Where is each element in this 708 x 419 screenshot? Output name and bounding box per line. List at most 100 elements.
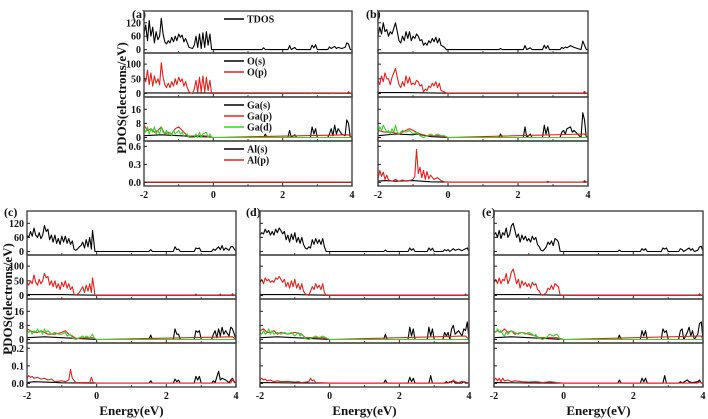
series-tdos bbox=[144, 17, 352, 51]
y-tick-label: 16 bbox=[14, 307, 24, 318]
x-tick-label: -2 bbox=[256, 391, 264, 402]
panel-d: (d) -2 0 2 4 Energy(eV) bbox=[246, 205, 472, 418]
y-tick-label: 120 bbox=[126, 18, 141, 29]
legend-entry: Al(p) bbox=[247, 156, 269, 167]
x-tick-label: 4 bbox=[234, 391, 239, 402]
panel-label: (b) bbox=[366, 7, 381, 21]
panel-a: (a) 0 60 120 TDOS 0 50 100 O(s)O(p) 0 8 16 Ga(s)Ga(p… bbox=[126, 7, 355, 201]
x-tick-label: 0 bbox=[327, 391, 332, 402]
y-tick-label: 16 bbox=[131, 105, 141, 116]
legend-entry: Al(s) bbox=[247, 145, 268, 156]
legend-entry: Ga(s) bbox=[247, 101, 270, 112]
y-axis-title: PDOS(electrons/eV) bbox=[114, 42, 129, 154]
series-tdos bbox=[260, 227, 469, 253]
subpanel-gallium bbox=[259, 298, 470, 344]
series-ga-d bbox=[260, 328, 469, 341]
subpanel-aluminum bbox=[493, 342, 704, 388]
x-tick-label: 2 bbox=[397, 391, 402, 402]
series-o-p bbox=[494, 268, 703, 297]
subpanel-frame bbox=[259, 342, 470, 388]
y-tick-label: 0.0 bbox=[129, 178, 142, 189]
subpanel-gallium bbox=[493, 298, 704, 344]
subpanel-frame bbox=[493, 342, 704, 388]
series-al-p bbox=[378, 148, 588, 183]
subpanel-frame bbox=[259, 254, 470, 300]
y-tick-label: 0 bbox=[19, 291, 24, 302]
x-tick-label: 0 bbox=[561, 391, 566, 402]
x-tick-label: 2 bbox=[631, 391, 636, 402]
subpanel-frame bbox=[493, 210, 704, 256]
x-tick-label: -2 bbox=[374, 190, 382, 201]
subpanel-oxygen bbox=[493, 254, 704, 300]
y-tick-label: 0.6 bbox=[129, 142, 142, 153]
x-axis-title: Energy(eV) bbox=[332, 403, 396, 418]
panel-label: (d) bbox=[246, 205, 261, 219]
subpanel-total: 0 60 120 TDOS bbox=[126, 10, 353, 56]
legend-entry: Ga(d) bbox=[247, 123, 272, 134]
x-tick-label: 2 bbox=[516, 190, 521, 201]
series-o-p bbox=[27, 272, 236, 297]
y-tick-label: 0 bbox=[19, 335, 24, 346]
panels-root: (a) 0 60 120 TDOS 0 50 100 O(s)O(p) 0 8 16 Ga(s)Ga(p… bbox=[0, 7, 706, 418]
x-tick-label: 4 bbox=[350, 190, 355, 201]
subpanel-frame bbox=[377, 52, 589, 98]
series-tdos bbox=[494, 222, 703, 253]
panel-c: (c) 0 60 120 0 50 100 0 8 16 0.0 0.1 0.2 -2 0 2 4 Energy(… bbox=[4, 205, 239, 418]
series-o-p bbox=[260, 275, 469, 297]
subpanel-total: 0 60 120 bbox=[9, 210, 237, 258]
series-ga-p bbox=[260, 328, 469, 341]
subpanel-oxygen bbox=[377, 52, 589, 98]
x-axis-title: Energy(eV) bbox=[99, 403, 163, 418]
x-tick-label: 0 bbox=[446, 190, 451, 201]
x-tick-label: 4 bbox=[467, 391, 472, 402]
panel-label: (a) bbox=[132, 7, 146, 21]
subpanel-total bbox=[259, 210, 470, 256]
x-tick-label: 2 bbox=[280, 190, 285, 201]
y-tick-label: 120 bbox=[9, 219, 24, 230]
subpanel-gallium: 0 8 16 bbox=[14, 298, 237, 346]
series-al-s bbox=[494, 375, 703, 384]
series-al-p bbox=[260, 377, 469, 384]
series-ga-d bbox=[144, 126, 352, 139]
subpanel-frame bbox=[26, 210, 237, 256]
y-tick-label: 8 bbox=[19, 321, 24, 332]
subpanel-frame bbox=[259, 210, 470, 256]
subpanel-oxygen: 0 50 100 O(s)O(p) bbox=[126, 52, 353, 100]
legend-entry: O(s) bbox=[247, 57, 265, 68]
y-tick-label: 0.2 bbox=[12, 344, 25, 355]
panel-label: (e) bbox=[482, 205, 495, 219]
x-tick-label: 4 bbox=[586, 190, 591, 201]
y-tick-label: 100 bbox=[9, 262, 24, 273]
subpanel-frame bbox=[26, 254, 237, 300]
subpanel-total bbox=[493, 210, 704, 256]
series-ga-d bbox=[27, 328, 236, 341]
subpanel-gallium: 0 8 16 Ga(s)Ga(p)Ga(d) bbox=[131, 96, 353, 144]
y-tick-label: 0 bbox=[136, 89, 141, 100]
x-tick-label: -2 bbox=[23, 391, 31, 402]
x-tick-label: 0 bbox=[94, 391, 99, 402]
series-ga-d bbox=[494, 328, 703, 341]
legend-entry: TDOS bbox=[247, 15, 275, 26]
subpanel-aluminum bbox=[259, 342, 470, 388]
y-tick-label: 0 bbox=[136, 133, 141, 144]
subpanel-oxygen bbox=[259, 254, 470, 300]
x-tick-label: 0 bbox=[211, 190, 216, 201]
x-tick-label: -2 bbox=[140, 190, 148, 201]
panel-e: (e) -2 0 2 4 Energy(eV) bbox=[482, 205, 706, 418]
y-axis-title: PDOS(electrons/eV) bbox=[0, 243, 15, 355]
series-al-p bbox=[494, 377, 703, 384]
legend-entry: Ga(p) bbox=[247, 112, 272, 123]
y-tick-label: 100 bbox=[126, 60, 141, 71]
y-tick-label: 50 bbox=[14, 276, 24, 287]
panel-b: (b) -2 0 2 4 bbox=[366, 7, 591, 201]
y-tick-label: 60 bbox=[131, 32, 141, 43]
subpanel-frame bbox=[493, 254, 704, 300]
subpanel-total bbox=[377, 10, 589, 54]
subpanel-gallium bbox=[377, 96, 589, 142]
x-tick-label: 4 bbox=[701, 391, 706, 402]
y-tick-label: 0 bbox=[19, 247, 24, 258]
legend-entry: O(p) bbox=[247, 68, 267, 79]
y-tick-label: 0.0 bbox=[12, 379, 25, 390]
series-al-p bbox=[27, 368, 236, 384]
